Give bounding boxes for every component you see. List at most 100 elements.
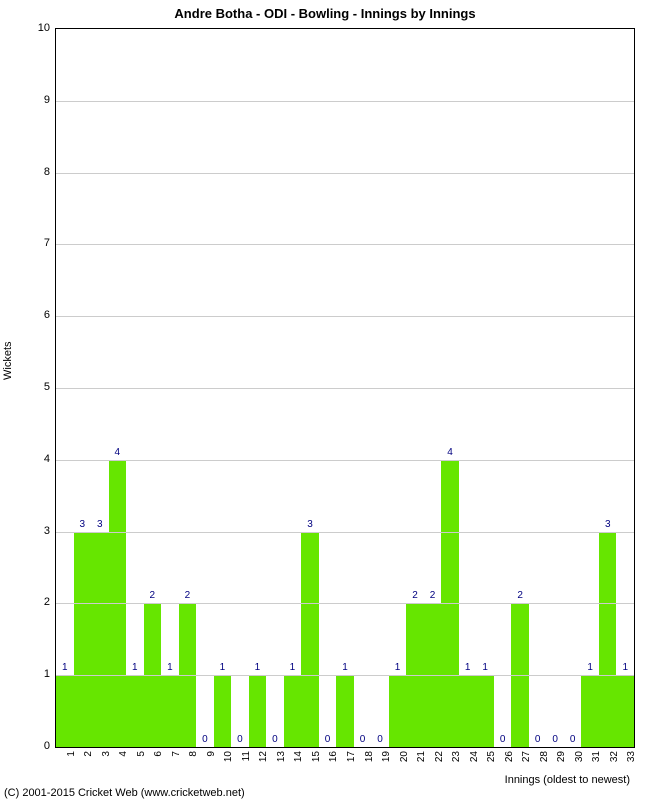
x-tick-label: 29	[556, 751, 567, 781]
bar-value-label: 0	[552, 734, 558, 745]
bar	[581, 675, 599, 747]
x-tick-label: 7	[171, 751, 182, 781]
bar-value-label: 3	[97, 519, 103, 530]
chart-title: Andre Botha - ODI - Bowling - Innings by…	[0, 6, 650, 21]
x-tick-label: 14	[293, 751, 304, 781]
bar-value-label: 3	[79, 519, 85, 530]
bar	[284, 675, 302, 747]
bar-value-label: 4	[447, 447, 453, 458]
grid-line	[56, 532, 634, 533]
bar-value-label: 2	[412, 590, 418, 601]
x-tick-label: 20	[399, 751, 410, 781]
x-tick-label: 12	[258, 751, 269, 781]
bar-value-label: 4	[115, 447, 121, 458]
grid-line	[56, 244, 634, 245]
bar-value-label: 0	[237, 734, 243, 745]
x-tick-label: 24	[469, 751, 480, 781]
x-tick-label: 33	[626, 751, 637, 781]
x-tick-label: 17	[346, 751, 357, 781]
x-tick-label: 27	[521, 751, 532, 781]
x-tick-label: 13	[276, 751, 287, 781]
bar	[161, 675, 179, 747]
bar-value-label: 1	[62, 662, 68, 673]
bar-value-label: 1	[132, 662, 138, 673]
x-tick-label: 26	[504, 751, 515, 781]
bar	[616, 675, 634, 747]
bar-value-label: 0	[360, 734, 366, 745]
x-tick-label: 9	[206, 751, 217, 781]
y-tick-label: 9	[10, 94, 50, 106]
bar-value-label: 0	[325, 734, 331, 745]
plot-area: 133412120101013010012241102000131	[55, 28, 635, 748]
x-tick-label: 16	[328, 751, 339, 781]
bar	[476, 675, 494, 747]
x-tick-label: 1	[66, 751, 77, 781]
bar-value-label: 1	[290, 662, 296, 673]
grid-line	[56, 675, 634, 676]
bar-value-label: 3	[605, 519, 611, 530]
bar-value-label: 1	[220, 662, 226, 673]
grid-line	[56, 460, 634, 461]
y-tick-label: 6	[10, 309, 50, 321]
x-tick-label: 22	[434, 751, 445, 781]
x-tick-label: 10	[223, 751, 234, 781]
bar-value-label: 1	[587, 662, 593, 673]
bar	[74, 532, 92, 747]
x-tick-label: 25	[486, 751, 497, 781]
bar-value-label: 1	[255, 662, 261, 673]
bar-value-label: 0	[272, 734, 278, 745]
bar-value-label: 3	[307, 519, 313, 530]
x-tick-label: 28	[539, 751, 550, 781]
bar-value-label: 2	[185, 590, 191, 601]
bar-value-label: 1	[167, 662, 173, 673]
bar-value-label: 1	[482, 662, 488, 673]
y-tick-label: 8	[10, 166, 50, 178]
bar-value-label: 1	[622, 662, 628, 673]
bar	[336, 675, 354, 747]
bar-value-label: 2	[150, 590, 156, 601]
x-tick-label: 11	[241, 751, 252, 781]
y-tick-label: 2	[10, 596, 50, 608]
bar	[459, 675, 477, 747]
grid-line	[56, 388, 634, 389]
y-axis-label: Wickets	[2, 342, 14, 381]
bar	[91, 532, 109, 747]
x-tick-label: 21	[416, 751, 427, 781]
y-tick-label: 1	[10, 668, 50, 680]
bar-value-label: 2	[430, 590, 436, 601]
bar	[214, 675, 232, 747]
x-tick-label: 15	[311, 751, 322, 781]
bar-value-label: 0	[500, 734, 506, 745]
y-tick-label: 10	[10, 22, 50, 34]
x-tick-label: 8	[188, 751, 199, 781]
x-tick-label: 3	[101, 751, 112, 781]
x-tick-label: 18	[364, 751, 375, 781]
x-tick-label: 19	[381, 751, 392, 781]
y-tick-label: 3	[10, 525, 50, 537]
x-tick-label: 32	[609, 751, 620, 781]
bar-value-label: 0	[570, 734, 576, 745]
bar-value-label: 2	[517, 590, 523, 601]
bar-value-label: 0	[202, 734, 208, 745]
x-tick-label: 4	[118, 751, 129, 781]
bar	[126, 675, 144, 747]
bar-value-label: 1	[342, 662, 348, 673]
grid-line	[56, 603, 634, 604]
bar-value-label: 0	[535, 734, 541, 745]
x-tick-label: 23	[451, 751, 462, 781]
chart-container: Andre Botha - ODI - Bowling - Innings by…	[0, 0, 650, 800]
y-tick-label: 7	[10, 237, 50, 249]
bar	[389, 675, 407, 747]
bar	[599, 532, 617, 747]
x-tick-label: 31	[591, 751, 602, 781]
bar	[56, 675, 74, 747]
bar-value-label: 0	[377, 734, 383, 745]
grid-line	[56, 316, 634, 317]
y-tick-label: 0	[10, 740, 50, 752]
bar-value-label: 1	[395, 662, 401, 673]
x-tick-label: 30	[574, 751, 585, 781]
x-tick-label: 2	[83, 751, 94, 781]
y-tick-label: 4	[10, 453, 50, 465]
copyright-text: (C) 2001-2015 Cricket Web (www.cricketwe…	[4, 787, 245, 799]
bar	[249, 675, 267, 747]
